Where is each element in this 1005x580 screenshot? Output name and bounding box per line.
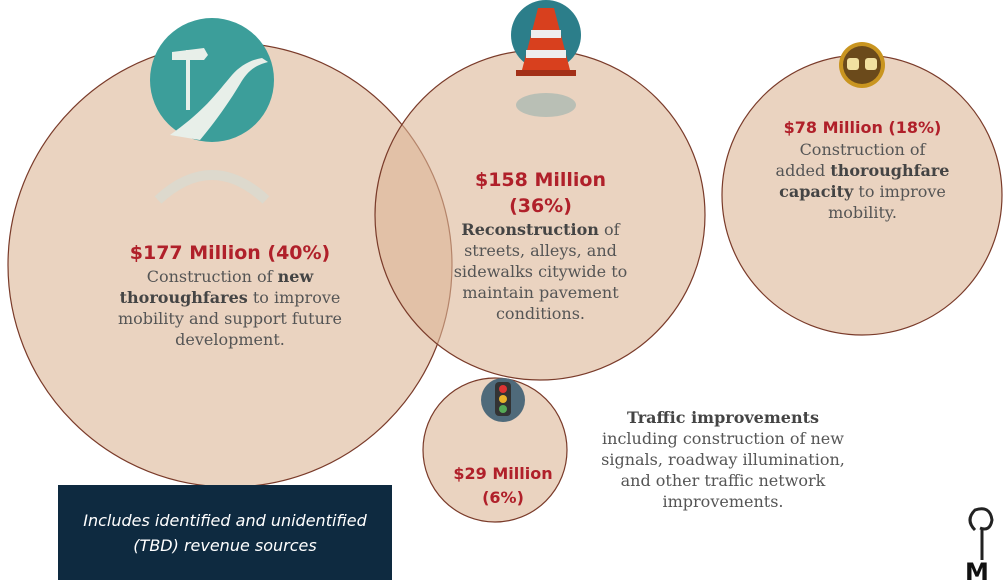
bubble-text: $29 Million (6%) [448,462,558,510]
amount: $78 Million (18%) [783,118,942,137]
bold-text: Reconstruction [461,220,599,239]
description: Construction of added thoroughfare capac… [775,139,950,223]
svg-text:M: M [965,558,989,580]
description: Construction of new thoroughfares to imp… [95,266,365,350]
note-box: Includes identified and unidentified (TB… [58,485,392,580]
bubble-text: $78 Million (18%) Construction of added … [775,117,950,223]
note: Includes identified and unidentified (TB… [83,510,367,555]
bubble-text: $158 Million (36%) Reconstruction of str… [448,167,633,324]
traffic-light-icon [481,378,525,422]
logo: M [965,507,994,580]
text: to improve mobility and support future d… [118,288,342,349]
text: to improve mobility. [828,182,946,222]
bold-text: Traffic improvements [627,408,819,427]
text: Construction of added [775,140,926,180]
bold-text: thoroughfare capacity [779,161,950,201]
bubble-text: $177 Million (40%) Construction of new t… [95,240,365,350]
amount: $158 Million (36%) [474,169,607,217]
road-icon [150,18,274,204]
bubble [422,377,568,523]
amount: $177 Million (40%) [129,242,331,264]
description: Reconstruction of streets, alleys, and s… [448,219,633,324]
text: of streets, alleys, and sidewalks citywi… [453,220,628,323]
cars-icon [839,42,885,88]
bold-text: new thoroughfares [119,267,314,307]
traffic-note: Traffic improvements including construct… [598,407,848,512]
amount: $29 Million (6%) [453,464,553,507]
text: including construction of new signals, r… [601,429,845,511]
cone-icon [511,0,581,117]
text: Construction of [146,267,278,286]
